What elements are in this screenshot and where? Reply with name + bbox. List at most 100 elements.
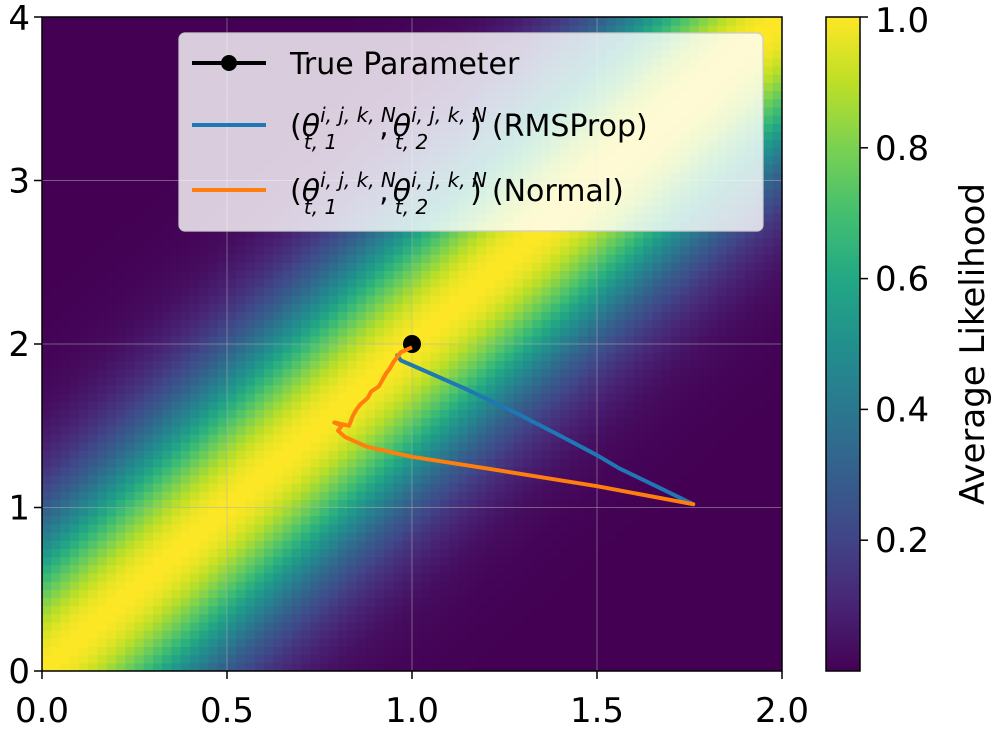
heatmap-cell [190,597,200,607]
heatmap-cell [245,311,256,321]
heatmap-cell [310,254,321,263]
heatmap-cell [338,564,348,574]
heatmap-cell [301,327,311,337]
heatmap-cell [523,376,533,386]
heatmap-cell [88,155,99,165]
heatmap-cell [79,319,89,329]
heatmap-cell [97,564,108,574]
heatmap-cell [162,115,173,124]
heatmap-cell [42,425,52,435]
heatmap-cell [523,442,533,451]
heatmap-cell [495,556,506,566]
heatmap-cell [180,319,191,329]
heatmap-cell [421,409,432,419]
heatmap-cell [162,532,173,541]
heatmap-cell [69,401,80,410]
heatmap-cell [171,532,182,541]
heatmap-cell [106,344,117,353]
heatmap-cell [134,172,145,182]
heatmap-cell [384,613,395,623]
heatmap-cell [393,474,404,484]
heatmap-cell [560,237,570,247]
heatmap-cell [513,564,524,574]
heatmap-cell [560,335,570,345]
heatmap-cell [541,25,552,34]
heatmap-cell [328,376,339,386]
heatmap-cell [69,491,80,500]
heatmap-cell [97,311,108,321]
heatmap-cell [236,630,247,639]
heatmap-cell [208,507,219,517]
heatmap-cell [42,458,52,468]
heatmap-cell [606,540,617,549]
heatmap-cell [310,442,321,451]
heatmap-cell [356,433,367,443]
heatmap-cell [106,262,117,272]
heatmap-cell [208,499,219,509]
heatmap-cell [384,482,395,492]
heatmap-cell [597,621,607,631]
heatmap-cell [560,319,570,329]
heatmap-cell [208,523,219,533]
heatmap-cell [569,491,580,500]
heatmap-cell [606,352,617,361]
heatmap-cell [550,270,561,280]
heatmap-cell [597,311,607,321]
heatmap-cell [476,532,487,541]
heatmap-cell [134,155,145,165]
heatmap-cell [402,303,413,312]
heatmap-cell [412,482,422,492]
heatmap-cell [476,507,487,517]
heatmap-cell [476,303,487,312]
heatmap-cell [523,237,533,247]
heatmap-cell [532,474,543,484]
heatmap-cell [338,319,348,329]
heatmap-cell [134,458,145,468]
heatmap-cell [319,254,330,263]
heatmap-cell [208,393,219,402]
heatmap-cell [541,523,552,533]
heatmap-cell [495,515,506,525]
heatmap-cell [569,458,580,468]
heatmap-cell [208,278,219,288]
heatmap-cell [439,25,450,34]
heatmap-cell [328,17,339,26]
heatmap-cell [467,654,478,664]
heatmap-cell [504,17,515,26]
heatmap-cell [199,393,210,402]
heatmap-cell [171,638,182,648]
heatmap-cell [449,237,459,247]
heatmap-cell [273,393,284,402]
heatmap-cell [319,376,330,386]
heatmap-cell [153,262,163,272]
heatmap-cell [97,523,108,533]
heatmap-cell [125,376,136,386]
heatmap-cell [291,344,302,353]
heatmap-cell [227,25,237,34]
heatmap-cell [319,662,330,671]
heatmap-cell [597,556,607,566]
heatmap-cell [402,597,413,607]
heatmap-cell [106,254,117,263]
heatmap-cell [69,123,80,133]
heatmap-cell [393,548,404,558]
heatmap-cell [97,572,108,582]
heatmap-cell [560,229,570,239]
heatmap-cell [199,286,210,296]
heatmap-cell [116,213,126,222]
heatmap-cell [532,319,543,329]
heatmap-cell [199,572,210,582]
heatmap-cell [79,401,89,410]
heatmap-cell [291,442,302,451]
heatmap-cell [402,384,413,394]
heatmap-cell [227,344,237,353]
heatmap-cell [587,294,598,304]
heatmap-cell [347,662,358,671]
heatmap-cell [116,433,126,443]
heatmap-cell [245,654,256,664]
heatmap-cell [273,237,284,247]
heatmap-cell [79,196,89,206]
heatmap-cell [282,286,293,296]
heatmap-cell [476,638,487,648]
heatmap-cell [180,286,191,296]
